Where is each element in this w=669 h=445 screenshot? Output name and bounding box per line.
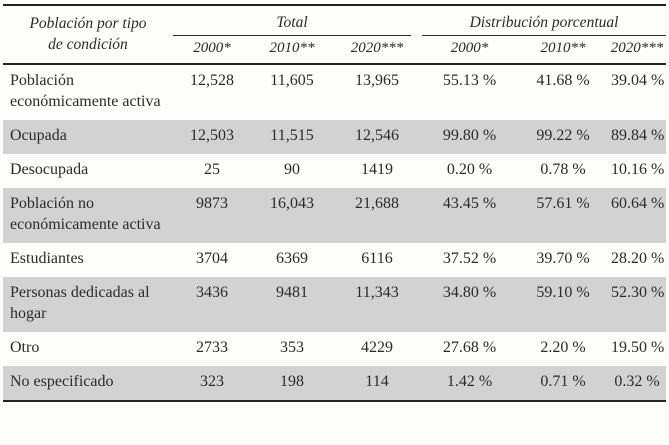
cell-value: 90 [284,161,300,178]
cell-value: 41.68 % [536,72,590,89]
cell-value: 12,503 [190,127,234,144]
cell-value: 3704 [196,250,228,267]
year-header: 2010** [518,36,609,65]
cell-value: 0.78 % [540,161,586,178]
table-row: Desocupada 25 90 1419 0.20 % 0.78 % 10.16 % [3,154,666,188]
cell-value: 3436 [196,284,228,301]
cell-value: 12,546 [355,127,399,144]
cell-value: 11,605 [270,72,314,89]
cell-value: 2733 [196,339,228,356]
group-header-total-label: Total [173,14,412,36]
cell-value: 1.42 % [446,373,493,390]
cell-value: 99.80 % [442,127,497,144]
cell-value: 9873 [196,195,228,212]
year-header: 2000* [421,36,519,65]
row-label: No especificado [10,373,114,390]
row-header-line2: de condición [48,35,128,53]
cell-value: 1419 [361,161,393,178]
cell-value: 353 [280,339,304,356]
cell-value: 99.22 % [536,127,590,144]
table-body: Población económicamente activa 12,528 11,… [3,64,667,401]
year-header: 2020*** [333,36,422,65]
table-row: Personas dedicadas al hogar 3436 9481 11,34… [3,277,667,332]
cell-value: 28.20 % [611,250,665,267]
table-row: Ocupada 12,503 11,515 12,546 99.80 % 99.22 % 8… [3,120,667,154]
table-row: Población no económicamente activa 9873 16… [3,188,667,243]
cell-value: 198 [280,373,304,390]
cell-value: 57.61 % [536,195,590,212]
table-row: Población económicamente activa 12,528 11,… [3,64,666,120]
cell-value: 114 [365,373,389,390]
population-condition-table: Población por tipo de condición Total Di… [3,4,667,402]
row-label: Desocupada [10,161,89,178]
cell-value: 0.32 % [614,373,660,390]
cell-value: 2.20 % [540,339,586,356]
cell-value: 11,515 [270,127,314,144]
cell-value: 4229 [361,339,393,356]
row-label: Población no económicamente activa [10,195,161,233]
year-header: 2000* [173,36,251,65]
cell-value: 37.52 % [442,250,497,267]
group-header-distribution-label: Distribución porcentual [422,14,667,36]
year-header-row: 2000* 2010** 2020*** 2000* 2010** 2020**… [3,36,667,65]
row-label: Personas dedicadas al hogar [10,284,150,322]
cell-value: 25 [204,161,220,178]
cell-value: 12,528 [190,72,234,89]
year-header: 2010** [251,36,333,65]
group-header-row: Población por tipo de condición Total Di… [3,5,667,65]
cell-value: 34.80 % [442,284,497,301]
row-label: Población económicamente activa [10,72,161,110]
cell-value: 39.04 % [611,72,665,89]
table-header: Población por tipo de condición Total Di… [3,5,667,65]
cell-value: 55.13 % [442,72,497,89]
table-row: No especificado 323 198 114 1.42 % 0.71 % 0.32… [3,366,667,401]
table-row: Estudiantes 3704 6369 6116 37.52 % 39.70 % 28.… [3,243,666,277]
cell-value: 0.20 % [446,161,493,178]
cell-value: 13,965 [355,72,399,89]
year-header: 2020*** [608,36,667,65]
cell-value: 59.10 % [536,284,590,301]
row-header-line1: Población por tipo [29,14,147,32]
cell-value: 0.71 % [540,373,586,390]
cell-value: 19.50 % [611,339,665,356]
table-row: Otro 2733 353 4229 27.68 % 2.20 % 19.50 % [3,332,666,366]
row-label: Otro [10,339,40,356]
cell-value: 27.68 % [442,339,497,356]
cell-value: 323 [200,373,224,390]
cell-value: 9481 [276,284,308,301]
cell-value: 16,043 [270,195,314,212]
cell-value: 21,688 [355,195,399,212]
cell-value: 39.70 % [536,250,590,267]
group-header-total: Total [173,5,421,36]
cell-value: 6116 [361,250,393,267]
cell-value: 60.64 % [611,195,665,212]
cell-value: 10.16 % [611,161,665,178]
group-header-distribution: Distribución porcentual [421,5,667,36]
cell-value: 89.84 % [611,127,665,144]
row-label: Ocupada [10,127,67,144]
row-label: Estudiantes [10,250,84,267]
cell-value: 52.30 % [611,284,665,301]
row-header-title: Población por tipo de condición [3,5,173,65]
cell-value: 6369 [276,250,308,267]
cell-value: 43.45 % [442,195,497,212]
cell-value: 11,343 [355,284,399,301]
